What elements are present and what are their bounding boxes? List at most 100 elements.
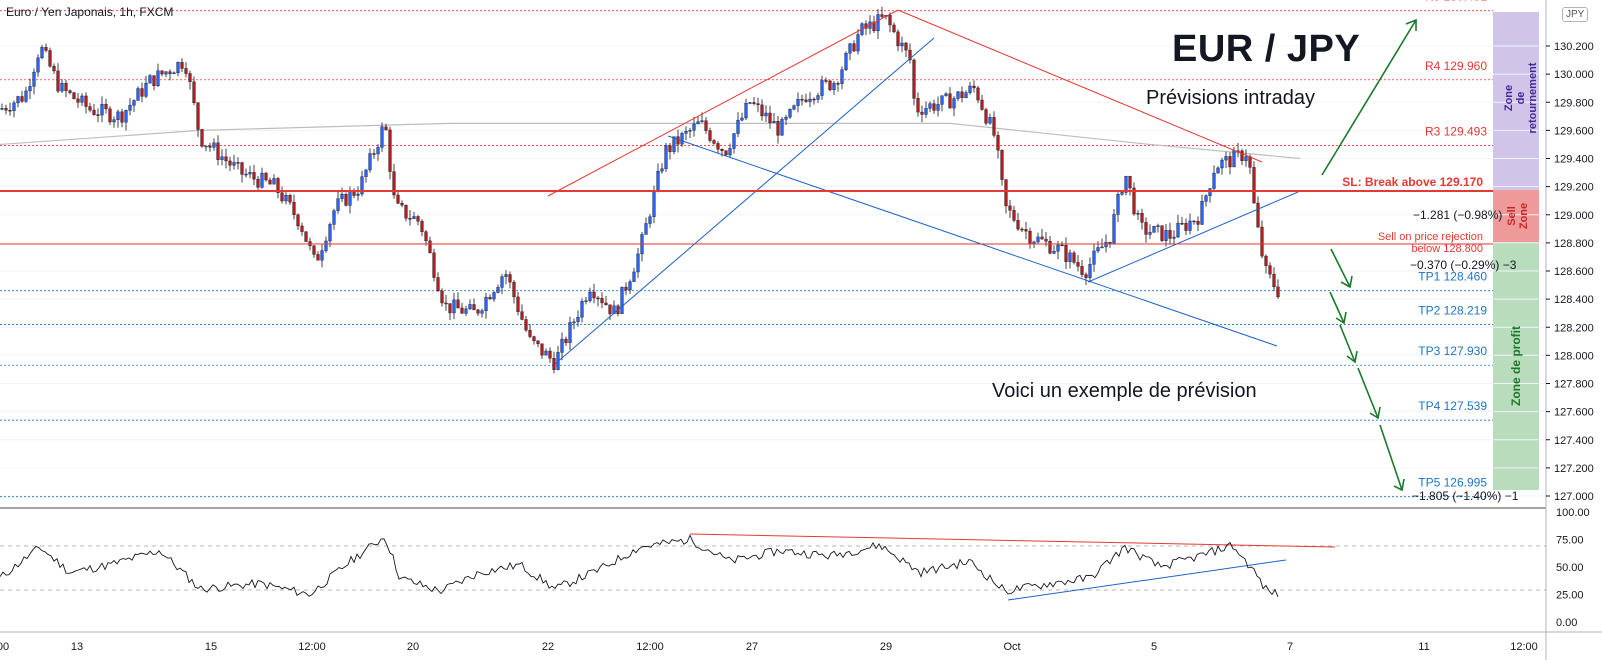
candle-body (68, 90, 72, 93)
time-axis[interactable]: 00 13 15 12:00 20 22 12:00 27 29 Oct 5 7 11 12:00 (0, 641, 1538, 653)
candle-body (1020, 228, 1024, 231)
candle-body (528, 329, 532, 337)
price-tick-label: 127.400 (1554, 435, 1594, 447)
price-tick-label: 130.200 (1554, 41, 1594, 53)
candle-body (644, 223, 648, 235)
support-blue-line (667, 135, 1278, 347)
rsi-tick-label: 50.00 (1556, 562, 1584, 574)
candle-body (808, 98, 812, 102)
candle-body (1216, 167, 1220, 174)
candle-body (584, 300, 588, 302)
candle-body (1220, 159, 1224, 169)
candle-body (340, 194, 344, 199)
candle-body (72, 92, 76, 100)
candle-body (1152, 225, 1156, 233)
candle-body (916, 98, 920, 113)
candle-body (892, 24, 896, 33)
candle-body (1120, 192, 1124, 195)
candle-body (688, 130, 692, 132)
candle-body (1184, 223, 1188, 231)
candle-body (576, 316, 580, 323)
resistance-red-line (897, 9, 1263, 163)
candle-body (520, 311, 524, 320)
candle-body (1004, 179, 1008, 207)
candle-body (720, 149, 724, 151)
candle-body (768, 112, 772, 123)
candle-body (1256, 202, 1260, 228)
down-arrow-1 (1330, 248, 1351, 288)
candle-body (848, 43, 852, 54)
candle-body (28, 86, 32, 92)
candle-body (832, 83, 836, 91)
candle-body (1064, 245, 1068, 262)
candle-body (736, 119, 740, 134)
rsi-tick-label: 25.00 (1556, 590, 1584, 602)
candle-body (216, 142, 220, 160)
candle-body (604, 302, 608, 306)
price-tick-label: 129.800 (1554, 97, 1594, 109)
candle-body (1084, 274, 1088, 278)
currency-badge[interactable]: JPY (1562, 7, 1589, 22)
candle-body (104, 103, 108, 110)
candle-body (1112, 214, 1116, 244)
candle-body (56, 70, 60, 92)
candle-body (788, 109, 792, 118)
candle-body (672, 136, 676, 152)
candle-body (1140, 213, 1144, 223)
candle-body (816, 95, 820, 100)
candle-body (588, 291, 592, 301)
rsi-tick-label: 0.00 (1556, 617, 1577, 629)
candle-body (928, 103, 932, 109)
candle-body (980, 99, 984, 110)
candle-body (580, 301, 584, 318)
candle-body (1264, 255, 1268, 266)
price-tick-label: 129.200 (1554, 182, 1594, 194)
candle-body (1028, 230, 1032, 245)
candle-body (1228, 156, 1232, 168)
candle-body (360, 176, 364, 195)
candle-body (628, 281, 632, 291)
channel-bottom-blue-line (554, 37, 935, 365)
candle-body (40, 47, 44, 59)
candle-body (740, 117, 744, 121)
candle-body (1040, 236, 1044, 240)
candle-body (724, 150, 728, 156)
candle-body (488, 296, 492, 300)
candle-body (436, 277, 440, 292)
candle-body (424, 231, 428, 242)
candle-body (1124, 175, 1128, 193)
candle-body (176, 61, 180, 74)
candle-body (164, 71, 168, 75)
candle-body (264, 172, 268, 181)
candle-body (676, 136, 680, 145)
candle-body (600, 298, 604, 304)
candle-body (364, 169, 368, 177)
candle-body (328, 224, 332, 242)
candle-body (408, 218, 412, 220)
candle-body (668, 145, 672, 152)
candle-body (4, 108, 8, 111)
candle-body (804, 99, 808, 102)
up-arrow-shaft (1321, 19, 1417, 176)
candle-body (664, 145, 668, 169)
sell-label-line1: Sell on price rejection (1378, 231, 1483, 243)
candle-body (416, 216, 420, 222)
candle-body (88, 106, 92, 111)
candle-body (716, 143, 720, 150)
arrows-group (1321, 18, 1417, 492)
stop-loss-label: SL: Break above 129.170 (1342, 175, 1483, 189)
candle-body (532, 336, 536, 342)
candle-body (824, 80, 828, 82)
candle-body (1128, 175, 1132, 189)
candle-body (792, 105, 796, 110)
candle-body (268, 179, 272, 185)
sell-label-line2: below 128.800 (1411, 243, 1483, 255)
price-axis[interactable]: 130.200 130.000 129.800 129.600 129.400 129.2… (1546, 41, 1594, 503)
candle-body (1200, 201, 1204, 225)
candle-body (52, 66, 56, 72)
candle-body (1096, 247, 1100, 252)
candle-body (412, 216, 416, 219)
candle-body (220, 156, 224, 160)
